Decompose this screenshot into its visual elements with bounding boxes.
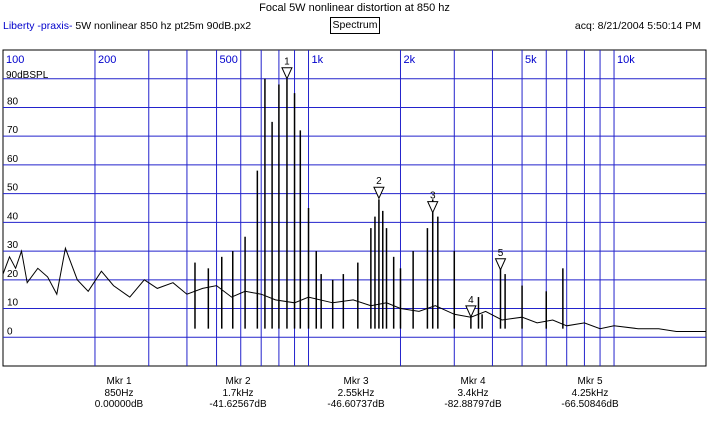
marker-label: Mkr 3 [343,376,369,387]
marker-label: Mkr 1 [106,376,132,387]
chart-title: Focal 5W nonlinear distortion at 850 hz [259,2,450,14]
marker-readout: Mkr 4 3.4kHz -82.88797dB [423,376,523,411]
marker-triangle [373,186,385,200]
marker-label: Mkr 4 [460,376,486,387]
spectrum-trace [2,78,706,332]
marker-level: 0.00000dB [94,399,144,410]
y-tick-label: 60 [7,154,19,165]
marker-readouts: Mkr 1 850Hz 0.00000dB Mkr 2 1.7kHz -41.62567d… [0,376,709,422]
marker-freq: 4.25kHz [571,387,609,399]
marker-triangle [465,305,477,319]
marker-freq: 850Hz [104,387,134,399]
marker-readout: Mkr 2 1.7kHz -41.62567dB [188,376,288,411]
y-tick-label: 40 [7,211,19,222]
x-tick-label: 2k [403,54,415,66]
x-tick-label: 5k [525,54,537,66]
x-tick-label: 500 [220,54,238,66]
marker-level: -82.88797dB [444,399,502,410]
file-info: Liberty -praxis- 5W nonlinear 850 hz pt2… [3,20,251,32]
x-tick-label: 200 [98,54,116,66]
file-label: 5W nonlinear 850 hz pt25m 90dB.px2 [75,20,252,32]
marker-readout: Mkr 1 850Hz 0.00000dB [69,376,169,411]
marker-number: 2 [376,176,382,187]
x-tick-label: 100 [6,54,24,66]
marker-label: Mkr 5 [577,376,603,387]
y-tick-label: 30 [7,240,19,251]
marker-level: -46.60737dB [327,399,385,410]
y-tick-label: 20 [7,269,19,280]
grid-lines [3,50,706,366]
y-tick-labels: 80 70 60 50 40 30 20 10 0 [7,96,19,337]
x-tick-label: 1k [312,54,324,66]
marker-label: Mkr 2 [225,376,251,387]
plot-frame [2,49,707,367]
acquisition-timestamp: acq: 8/21/2004 5:50:14 PM [574,20,701,32]
y-tick-label: 80 [7,96,19,107]
marker-triangle [281,67,293,80]
y-axis-label: 90dBSPL [6,70,49,81]
marker-level: -66.50846dB [561,399,619,410]
marker-triangle [494,258,507,271]
marker-number: 3 [430,191,436,202]
x-tick-labels: 100 200 500 1k 2k 5k 10k [6,54,635,66]
y-tick-label: 0 [7,326,13,337]
y-tick-label: 10 [7,298,19,309]
spectrum-view-button[interactable]: Spectrum [330,17,380,34]
marker-number: 4 [468,295,474,306]
marker-readout: Mkr 5 4.25kHz -66.50846dB [540,376,640,411]
marker-triangle [426,201,439,214]
y-tick-label: 50 [7,183,19,194]
x-tick-label: 10k [617,54,635,66]
marker-number: 5 [498,248,504,259]
marker-level: -41.62567dB [209,399,267,410]
marker-freq: 3.4kHz [457,387,489,399]
y-tick-label: 70 [7,125,19,136]
marker-readout: Mkr 3 2.55kHz -46.60737dB [306,376,406,411]
marker-freq: 1.7kHz [222,387,254,399]
marker-flags: 1 2 3 4 5 [281,57,507,319]
marker-freq: 2.55kHz [337,387,375,399]
app-name: Liberty -praxis- [3,20,73,32]
marker-number: 1 [284,57,290,68]
